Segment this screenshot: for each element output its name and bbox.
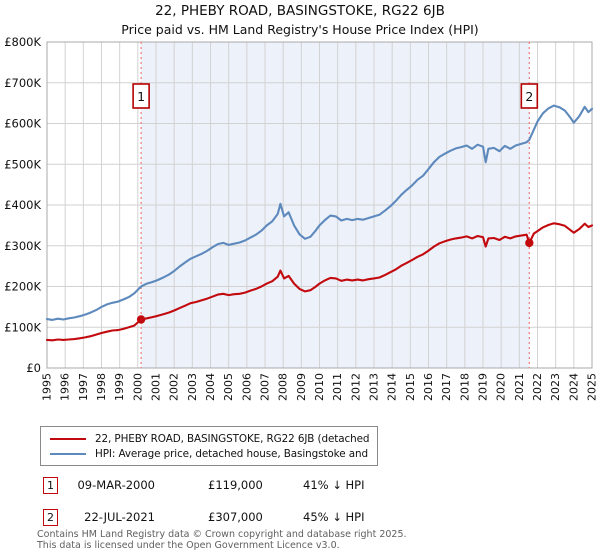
legend-label-price-paid: 22, PHEBY ROAD, BASINGSTOKE, RG22 6JB (d…: [95, 432, 369, 445]
svg-text:2019: 2019: [477, 373, 490, 401]
license-footer: Contains HM Land Registry data © Crown c…: [37, 529, 407, 551]
svg-text:2000: 2000: [131, 373, 144, 401]
svg-text:1: 1: [137, 89, 145, 104]
sale-1-point: [136, 315, 146, 324]
y-axis-labels: £0 £100K £200K £300K £400K £500K £600K £700K £80…: [4, 35, 41, 375]
sale-1-hpi-diff: 41% ↓ HPI: [303, 478, 365, 492]
sale-1-number-badge: 1: [43, 477, 58, 494]
svg-text:1995: 1995: [41, 373, 54, 401]
chart-legend: 22, PHEBY ROAD, BASINGSTOKE, RG22 6JB (d…: [40, 426, 378, 466]
page-subtitle: Price paid vs. HM Land Registry's House …: [121, 22, 479, 37]
sale-1-price: £119,000: [208, 478, 263, 492]
svg-text:£800K: £800K: [4, 35, 41, 49]
sale-2-hpi-diff: 45% ↓ HPI: [303, 510, 365, 524]
svg-text:1999: 1999: [113, 373, 126, 401]
sale-1-date: 09-MAR-2000: [77, 478, 155, 492]
svg-text:2017: 2017: [440, 373, 453, 401]
footer-line-1: Contains HM Land Registry data © Crown c…: [37, 529, 407, 540]
x-axis-labels: 1995 1996 1997 1998 1999 2000 2001 2002 2003 2004…: [41, 373, 599, 401]
svg-text:2024: 2024: [567, 373, 580, 401]
svg-text:1996: 1996: [59, 373, 72, 401]
page-title: 22, PHEBY ROAD, BASINGSTOKE, RG22 6JB: [155, 3, 445, 19]
legend-item-price-paid: 22, PHEBY ROAD, BASINGSTOKE, RG22 6JB (d…: [50, 431, 369, 446]
svg-text:2003: 2003: [186, 373, 199, 401]
svg-text:2022: 2022: [531, 373, 544, 401]
svg-text:£100K: £100K: [4, 320, 41, 334]
svg-text:1997: 1997: [77, 373, 90, 401]
svg-text:2: 2: [525, 89, 533, 104]
svg-text:2002: 2002: [168, 373, 181, 401]
svg-text:2020: 2020: [495, 373, 508, 401]
svg-text:£300K: £300K: [4, 239, 41, 253]
price-history-chart: 1 2£0£100K£200K£300K£400K£500K£600K£700K£…: [4, 35, 599, 401]
svg-text:2001: 2001: [150, 373, 163, 401]
svg-text:2007: 2007: [259, 373, 272, 401]
svg-text:2023: 2023: [549, 373, 562, 401]
blue-line-swatch: [50, 452, 86, 455]
legend-item-hpi: HPI: Average price, detached house, Basi…: [50, 446, 369, 461]
footer-line-2: This data is licensed under the Open Gov…: [37, 540, 340, 551]
svg-text:2013: 2013: [368, 373, 381, 401]
svg-text:2004: 2004: [204, 373, 217, 401]
hpi-line: [45, 104, 594, 321]
plot-border: [46, 41, 593, 369]
svg-text:2005: 2005: [222, 373, 235, 401]
sale-1-flag: 1: [132, 83, 150, 109]
svg-text:2018: 2018: [458, 373, 471, 401]
svg-text:1998: 1998: [95, 373, 108, 401]
svg-text:2009: 2009: [295, 373, 308, 401]
svg-text:2016: 2016: [422, 373, 435, 401]
sale-2-date: 22-JUL-2021: [84, 510, 155, 524]
svg-text:2011: 2011: [331, 373, 344, 401]
svg-text:£600K: £600K: [4, 117, 41, 131]
sale-2-number-badge: 2: [43, 509, 58, 526]
svg-text:£700K: £700K: [4, 76, 41, 90]
svg-text:2006: 2006: [240, 373, 253, 401]
sale-2-price: £307,000: [208, 510, 263, 524]
svg-text:2014: 2014: [386, 373, 399, 401]
svg-text:2021: 2021: [513, 373, 526, 401]
svg-text:2008: 2008: [277, 373, 290, 401]
svg-text:£200K: £200K: [4, 280, 41, 294]
sale-2-point: [525, 238, 534, 248]
svg-text:2010: 2010: [313, 373, 326, 401]
sale-annotation-1: 1 09-MAR-2000 £119,000 41% ↓ HPI: [0, 477, 600, 497]
sale-2-flag: 2: [520, 83, 539, 109]
sale-annotation-2: 2 22-JUL-2021 £307,000 45% ↓ HPI: [0, 509, 600, 529]
svg-text:£400K: £400K: [4, 198, 41, 212]
legend-label-hpi: HPI: Average price, detached house, Basi…: [95, 447, 369, 460]
svg-text:£0: £0: [26, 361, 41, 375]
svg-text:2012: 2012: [349, 373, 362, 401]
svg-text:£500K: £500K: [4, 157, 41, 171]
red-line-swatch: [50, 437, 86, 440]
svg-text:2025: 2025: [586, 373, 599, 401]
svg-text:2015: 2015: [404, 373, 417, 401]
